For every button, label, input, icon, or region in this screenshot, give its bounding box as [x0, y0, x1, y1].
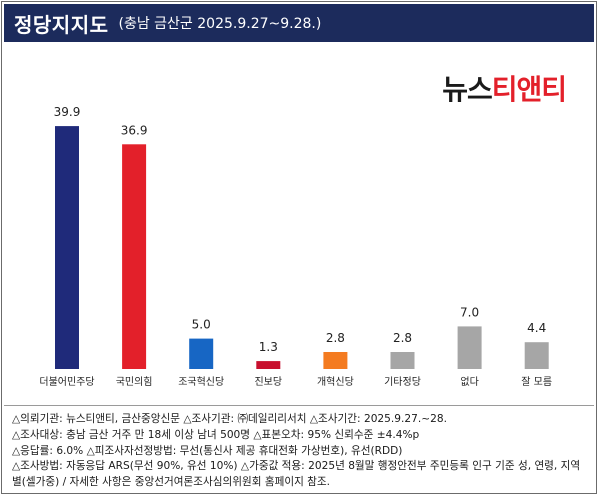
logo-part-2: 티앤티: [491, 73, 567, 106]
bars-group: 39.9 더불어민주당 36.9 국민의힘 5.0 조국혁신당 1.3 진보당 2.8 개혁신당 2…: [39, 105, 552, 388]
survey-notes: △의뢰기관: 뉴스티앤티, 금산중앙신문 △조사기관: ㈜데일리리서치 △조사기…: [4, 405, 594, 491]
category-label: 개혁신당: [317, 376, 354, 388]
bar-4: [323, 352, 348, 369]
category-label: 잘 모름: [521, 376, 552, 388]
bar-value-label: 2.8: [326, 331, 345, 345]
note-line: △조사방법: 자동응답 ARS(무선 90%, 유선 10%) △가중값 적용:…: [12, 460, 581, 489]
category-label: 국민의힘: [116, 376, 153, 388]
note-line: △조사대상: 충남 금산 거주 만 18세 이상 남녀 500명 △표본오차: …: [12, 428, 420, 441]
category-label: 조국혁신당: [178, 376, 224, 388]
bar-2: [189, 338, 214, 369]
bar-1: [122, 144, 147, 369]
bar-value-label: 36.9: [121, 123, 148, 137]
category-label: 기타정당: [384, 376, 421, 388]
note-line: △의뢰기관: 뉴스티앤티, 금산중앙신문 △조사기관: ㈜데일리리서치 △조사기…: [12, 413, 447, 425]
header-bar: 정당지지도 (충남 금산군 2025.9.27~9.28.): [4, 4, 594, 42]
bar-0: [55, 126, 79, 369]
page-title: 정당지지도: [14, 12, 109, 37]
bar-value-label: 7.0: [460, 305, 479, 319]
bar-value-label: 1.3: [259, 340, 278, 354]
bar-3: [256, 361, 281, 369]
bar-value-label: 5.0: [192, 318, 211, 332]
news-logo: 뉴스티앤티: [442, 68, 567, 108]
bar-value-label: 4.4: [527, 321, 546, 335]
bar-chart: 39.9 더불어민주당 36.9 국민의힘 5.0 조국혁신당 1.3 진보당 2.8 개혁신당 2…: [39, 105, 552, 388]
bar-5: [390, 352, 415, 369]
category-label: 없다: [460, 375, 478, 388]
category-label: 더불어민주당: [39, 376, 94, 388]
bar-value-label: 2.8: [393, 331, 412, 345]
bar-value-label: 39.9: [54, 105, 81, 119]
bar-6: [457, 326, 482, 369]
logo-part-1: 뉴스: [442, 73, 493, 106]
bar-7: [524, 342, 549, 369]
page-subtitle: (충남 금산군 2025.9.27~9.28.): [118, 16, 322, 32]
note-line: △응답률: 6.0% △피조사자선정방법: 무선(통신사 제공 휴대전화 가상번…: [12, 444, 403, 457]
category-label: 진보당: [254, 376, 282, 388]
